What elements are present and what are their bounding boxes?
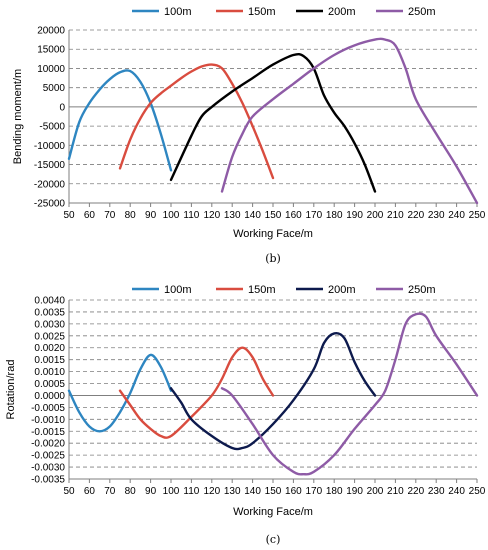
y-tick-label: -0.0025 bbox=[31, 451, 65, 462]
x-tick-label: 240 bbox=[448, 210, 465, 221]
y-tick-label: -0.0015 bbox=[31, 427, 65, 438]
x-tick-label: 250 bbox=[469, 486, 486, 497]
x-tick-label: 110 bbox=[183, 486, 199, 497]
chart-rotation: 0.00400.00350.00300.00250.00200.00150.00… bbox=[5, 284, 486, 546]
series-line-150m bbox=[118, 63, 275, 180]
x-tick-label: 150 bbox=[265, 486, 282, 497]
x-tick-label: 220 bbox=[407, 486, 424, 497]
figure-caption: (b) bbox=[265, 252, 281, 265]
legend-label: 250m bbox=[408, 6, 436, 18]
legend-label: 150m bbox=[248, 284, 276, 296]
y-tick-label: -0.0020 bbox=[31, 439, 65, 450]
x-tick-label: 170 bbox=[305, 486, 322, 497]
x-tick-label: 210 bbox=[387, 210, 404, 221]
x-tick-label: 100 bbox=[163, 486, 180, 497]
series-line-250m bbox=[220, 312, 479, 476]
x-tick-label: 110 bbox=[183, 210, 199, 221]
x-tick-label: 180 bbox=[326, 210, 343, 221]
x-tick-label: 220 bbox=[407, 210, 424, 221]
x-tick-label: 210 bbox=[387, 486, 404, 497]
x-tick-label: 90 bbox=[145, 210, 157, 221]
x-tick-label: 160 bbox=[285, 210, 302, 221]
series-line-150m bbox=[118, 346, 275, 439]
y-tick-label: -15000 bbox=[34, 160, 66, 171]
x-tick-label: 80 bbox=[125, 210, 137, 221]
x-tick-label: 170 bbox=[305, 210, 322, 221]
y-tick-label: 5000 bbox=[43, 83, 66, 94]
x-tick-label: 100 bbox=[163, 210, 180, 221]
chart-bending-moment: 20000 15000 10000 5000 0 -5000 -10000 -15000 -20… bbox=[12, 6, 486, 265]
x-tick-label: 60 bbox=[84, 486, 96, 497]
y-axis-title: Rotation/rad bbox=[5, 360, 17, 420]
x-tick-label: 70 bbox=[104, 486, 116, 497]
y-tick-label: 0.0005 bbox=[34, 379, 65, 390]
y-tick-label: -0.0010 bbox=[31, 415, 65, 426]
series-line-100m bbox=[67, 353, 173, 433]
series-line-200m bbox=[169, 331, 377, 451]
x-tick-label: 120 bbox=[203, 210, 220, 221]
y-tick-label: 0.0010 bbox=[34, 367, 65, 378]
x-tick-label: 250 bbox=[469, 210, 486, 221]
y-tick-label: 10000 bbox=[37, 64, 65, 75]
y-tick-label: -10000 bbox=[34, 141, 66, 152]
y-tick-label: 0.0030 bbox=[34, 319, 65, 330]
y-tick-label: -5000 bbox=[39, 122, 65, 133]
y-tick-label: -25000 bbox=[34, 199, 66, 210]
legend-label: 250m bbox=[408, 284, 436, 296]
x-tick-label: 60 bbox=[84, 210, 96, 221]
y-axis-title: Bending moment/m bbox=[12, 69, 24, 164]
y-tick-label: 0.0000 bbox=[34, 391, 65, 402]
legend-label: 200m bbox=[328, 6, 356, 18]
y-tick-label: 0.0035 bbox=[34, 307, 65, 318]
y-tick-label: -0.0030 bbox=[31, 463, 65, 474]
figure-caption: (c) bbox=[266, 533, 281, 546]
y-tick-label: 0.0025 bbox=[34, 331, 65, 342]
series-line-250m bbox=[220, 37, 479, 205]
x-axis-title: Working Face/m bbox=[233, 506, 313, 518]
y-tick-label: 20000 bbox=[37, 26, 65, 37]
x-tick-label: 80 bbox=[125, 486, 137, 497]
y-tick-label: 0.0020 bbox=[34, 343, 65, 354]
legend-label: 100m bbox=[164, 284, 192, 296]
y-tick-label: 0.0015 bbox=[34, 355, 65, 366]
x-tick-label: 70 bbox=[104, 210, 116, 221]
x-tick-label: 90 bbox=[145, 486, 157, 497]
y-tick-label: 0 bbox=[59, 102, 65, 113]
x-tick-label: 190 bbox=[346, 210, 363, 221]
legend-label: 200m bbox=[328, 284, 356, 296]
y-tick-label: -20000 bbox=[34, 179, 66, 190]
y-tick-label: 15000 bbox=[37, 45, 65, 56]
x-tick-label: 130 bbox=[224, 486, 241, 497]
x-tick-label: 160 bbox=[285, 486, 302, 497]
x-tick-label: 50 bbox=[63, 486, 75, 497]
x-tick-label: 130 bbox=[224, 210, 241, 221]
legend-label: 150m bbox=[248, 6, 276, 18]
x-tick-label: 120 bbox=[203, 486, 220, 497]
x-tick-label: 50 bbox=[63, 210, 75, 221]
x-tick-label: 140 bbox=[244, 210, 261, 221]
x-tick-label: 180 bbox=[326, 486, 343, 497]
x-tick-label: 230 bbox=[428, 210, 445, 221]
x-tick-label: 240 bbox=[448, 486, 465, 497]
y-tick-label: -0.0005 bbox=[31, 403, 65, 414]
y-tick-label: 0.0040 bbox=[34, 296, 65, 307]
series-line-200m bbox=[169, 52, 377, 193]
x-tick-label: 200 bbox=[367, 486, 384, 497]
x-tick-label: 150 bbox=[265, 210, 282, 221]
x-tick-label: 200 bbox=[367, 210, 384, 221]
legend-label: 100m bbox=[164, 6, 192, 18]
x-axis-title: Working Face/m bbox=[233, 228, 313, 240]
x-tick-label: 190 bbox=[346, 486, 363, 497]
x-tick-label: 230 bbox=[428, 486, 445, 497]
x-tick-label: 140 bbox=[244, 486, 261, 497]
series-line-100m bbox=[67, 69, 173, 172]
y-tick-label: -0.0035 bbox=[31, 475, 65, 486]
